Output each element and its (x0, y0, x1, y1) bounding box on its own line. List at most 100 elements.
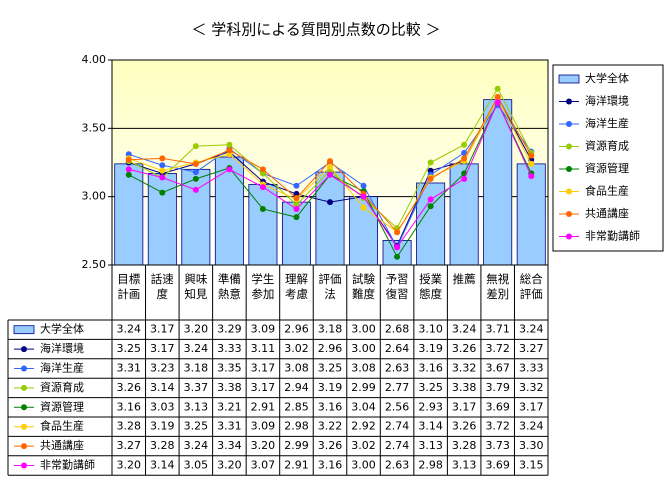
line-marker (427, 159, 434, 166)
table-cell: 2.91 (251, 400, 276, 413)
table-cell: 3.23 (150, 362, 175, 375)
table-cell: 2.99 (351, 381, 376, 394)
x-tick-label-box: 目標計画 (117, 272, 140, 301)
table-row-label: 共通講座 (40, 438, 84, 452)
x-tick-label-box: 話速度 (150, 272, 174, 301)
line-marker (360, 182, 367, 189)
table-cell: 3.28 (150, 439, 175, 452)
table-cell: 3.26 (452, 420, 477, 433)
x-tick-label: 話速度 (150, 272, 174, 301)
x-tick-label: 推薦 (452, 272, 476, 286)
x-tick-label-box: 興味知見 (184, 272, 207, 301)
table-cell: 3.09 (251, 323, 276, 336)
table-cell: 3.73 (485, 439, 510, 452)
table-cell: 2.94 (284, 381, 309, 394)
legend-symbol (21, 365, 27, 372)
line-marker (528, 173, 535, 180)
line-marker (461, 141, 468, 148)
line-marker (226, 147, 233, 154)
table-cell: 3.19 (418, 342, 443, 355)
line-marker (192, 160, 199, 167)
x-tick-label-box: 予習復習 (385, 272, 409, 301)
table-cell: 3.02 (284, 342, 309, 355)
table-cell: 3.09 (251, 420, 276, 433)
table-cell: 3.13 (418, 439, 443, 452)
table-cell: 2.93 (418, 400, 443, 413)
table-cell: 3.17 (452, 400, 477, 413)
legend-symbol (566, 143, 572, 150)
table-cell: 3.10 (418, 323, 443, 336)
table-cell: 3.28 (117, 420, 142, 433)
x-tick-label-box: 授業態度 (419, 272, 442, 301)
line-marker (159, 167, 166, 174)
table-cell: 3.79 (485, 381, 510, 394)
line-marker (293, 190, 300, 197)
legend-symbol (566, 166, 572, 172)
table-cell: 3.20 (184, 323, 209, 336)
legend-symbol (558, 74, 580, 84)
x-tick-label-box: 無視差別 (486, 272, 509, 301)
table-cell: 3.32 (519, 381, 544, 394)
legend-label: 海洋生産 (585, 116, 629, 130)
line-marker (528, 152, 535, 159)
legend-symbol (21, 346, 27, 353)
line-marker (259, 166, 266, 173)
legend-symbol (21, 423, 27, 430)
table-cell: 2.99 (284, 439, 309, 452)
line-marker (461, 155, 468, 162)
bar (214, 156, 244, 266)
table-cell: 3.67 (485, 362, 510, 375)
x-tick-label-box: 理解考慮 (285, 272, 308, 301)
table-cell: 2.96 (318, 342, 343, 355)
plot-border (111, 59, 549, 266)
legend-symbol (13, 325, 35, 335)
line-marker (394, 244, 401, 251)
line-marker (427, 196, 434, 203)
table-cell: 3.20 (217, 459, 242, 472)
line-marker (159, 189, 166, 196)
line-marker (427, 175, 434, 182)
x-tick-label: 学生参加 (251, 272, 275, 301)
table-cell: 3.04 (351, 400, 376, 413)
table-cell: 2.98 (284, 420, 309, 433)
x-tick-label: 予習復習 (385, 272, 409, 301)
table-cell: 3.20 (251, 439, 276, 452)
table-row-label: 大学全体 (40, 322, 84, 336)
x-tick-label: 総合評価 (519, 272, 543, 301)
table-cell: 3.34 (217, 439, 242, 452)
table-cell: 3.24 (452, 323, 477, 336)
table-cell: 3.26 (117, 381, 142, 394)
table-row-label: 海洋環境 (40, 341, 84, 355)
line-marker (259, 184, 266, 191)
y-tick-label: 4.00 (82, 53, 107, 66)
table-cell: 3.07 (251, 459, 276, 472)
table-row-label: 海洋生産 (40, 361, 84, 375)
y-tick-label: 3.00 (82, 190, 107, 203)
table-cell: 3.13 (452, 459, 477, 472)
table-cell: 2.77 (385, 381, 410, 394)
table-cell: 3.08 (284, 362, 309, 375)
table-cell: 3.26 (318, 439, 343, 452)
table-cell: 3.25 (184, 420, 209, 433)
table-cell: 3.25 (418, 381, 443, 394)
line-marker (327, 199, 333, 206)
legend-box (552, 64, 664, 252)
table-cell: 3.05 (184, 459, 209, 472)
table-cell: 3.33 (217, 342, 242, 355)
x-tick-label-box: 評価法 (318, 272, 341, 301)
legend-label: 共通講座 (585, 206, 629, 220)
table-cell: 3.28 (452, 439, 477, 452)
table-cell: 3.14 (150, 459, 175, 472)
table-cell: 3.17 (519, 400, 544, 413)
x-tick-label-box: 推薦 (452, 272, 476, 286)
table-cell: 3.18 (184, 362, 209, 375)
table-row-label: 非常勤講師 (40, 458, 95, 472)
line-marker (192, 175, 199, 182)
line-marker (125, 156, 132, 163)
table-cell: 2.64 (385, 342, 410, 355)
legend-symbol (566, 233, 572, 240)
y-tick-label: 2.50 (82, 258, 107, 271)
line-marker (125, 171, 132, 178)
table-cell: 2.68 (385, 323, 410, 336)
line-marker (192, 169, 199, 176)
